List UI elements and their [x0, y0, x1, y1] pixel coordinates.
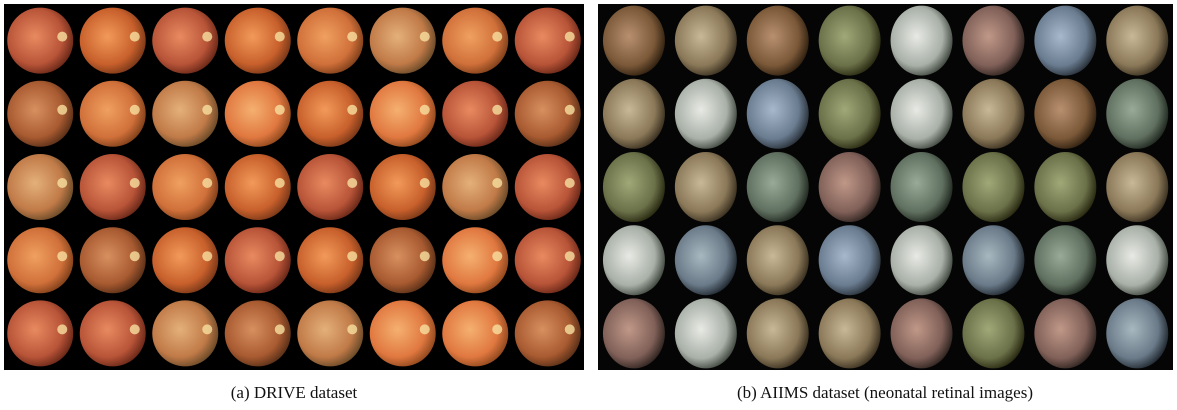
- neonatal-image: [1034, 152, 1096, 222]
- neonatal-image: [603, 298, 665, 368]
- optic-disc: [275, 178, 285, 188]
- optic-disc: [492, 324, 502, 334]
- optic-disc: [202, 32, 212, 42]
- optic-disc: [57, 251, 67, 261]
- neonatal-image: [747, 6, 809, 76]
- neonatal-image: [747, 298, 809, 368]
- neonatal-image: [603, 152, 665, 222]
- optic-disc: [492, 251, 502, 261]
- neonatal-image: [675, 79, 737, 149]
- neonatal-image: [1106, 225, 1168, 295]
- optic-disc: [492, 32, 502, 42]
- optic-disc: [57, 324, 67, 334]
- optic-disc: [130, 178, 140, 188]
- optic-disc: [492, 178, 502, 188]
- optic-disc: [202, 251, 212, 261]
- caption: (b) AIIMS dataset (neonatal retinal imag…: [737, 383, 1033, 402]
- neonatal-image: [819, 6, 881, 76]
- neonatal-image: [819, 152, 881, 222]
- optic-disc: [565, 251, 575, 261]
- optic-disc: [420, 251, 430, 261]
- neonatal-image: [1106, 6, 1168, 76]
- neonatal-image: [603, 79, 665, 149]
- optic-disc: [492, 105, 502, 115]
- optic-disc: [57, 32, 67, 42]
- optic-disc: [130, 105, 140, 115]
- optic-disc: [202, 178, 212, 188]
- neonatal-image: [819, 79, 881, 149]
- neonatal-image: [747, 79, 809, 149]
- optic-disc: [275, 32, 285, 42]
- neonatal-image: [819, 225, 881, 295]
- neonatal-image: [962, 152, 1024, 222]
- image-cells: [7, 6, 1168, 369]
- neonatal-image: [675, 6, 737, 76]
- optic-disc: [420, 324, 430, 334]
- caption: (a) DRIVE dataset: [231, 383, 358, 402]
- neonatal-image: [891, 225, 953, 295]
- neonatal-image: [891, 6, 953, 76]
- optic-disc: [420, 32, 430, 42]
- optic-disc: [565, 324, 575, 334]
- figure: (a) DRIVE dataset (b) AIIMS dataset (neo…: [0, 0, 1177, 410]
- optic-disc: [347, 324, 357, 334]
- optic-disc: [202, 324, 212, 334]
- neonatal-image: [675, 152, 737, 222]
- optic-disc: [57, 105, 67, 115]
- neonatal-image: [603, 225, 665, 295]
- neonatal-image: [1106, 298, 1168, 368]
- neonatal-image: [1034, 6, 1096, 76]
- optic-disc: [202, 105, 212, 115]
- optic-disc: [565, 178, 575, 188]
- neonatal-image: [1106, 152, 1168, 222]
- optic-disc: [275, 251, 285, 261]
- optic-disc: [565, 105, 575, 115]
- neonatal-image: [891, 152, 953, 222]
- optic-disc: [347, 32, 357, 42]
- neonatal-image: [675, 225, 737, 295]
- optic-disc: [275, 324, 285, 334]
- neonatal-image: [747, 152, 809, 222]
- optic-disc: [275, 105, 285, 115]
- optic-disc: [347, 251, 357, 261]
- neonatal-image: [1106, 79, 1168, 149]
- neonatal-image: [1034, 225, 1096, 295]
- neonatal-image: [962, 298, 1024, 368]
- neonatal-image: [962, 79, 1024, 149]
- neonatal-image: [603, 6, 665, 76]
- optic-disc: [420, 178, 430, 188]
- optic-disc: [130, 32, 140, 42]
- optic-disc: [130, 251, 140, 261]
- neonatal-image: [675, 298, 737, 368]
- neonatal-image: [747, 225, 809, 295]
- neonatal-image: [891, 79, 953, 149]
- optic-disc: [420, 105, 430, 115]
- optic-disc: [347, 105, 357, 115]
- neonatal-image: [1034, 79, 1096, 149]
- neonatal-image: [891, 298, 953, 368]
- neonatal-image: [962, 6, 1024, 76]
- neonatal-image: [1034, 298, 1096, 368]
- neonatal-image: [819, 298, 881, 368]
- neonatal-image: [962, 225, 1024, 295]
- optic-disc: [130, 324, 140, 334]
- optic-disc: [347, 178, 357, 188]
- optic-disc: [565, 32, 575, 42]
- optic-disc: [57, 178, 67, 188]
